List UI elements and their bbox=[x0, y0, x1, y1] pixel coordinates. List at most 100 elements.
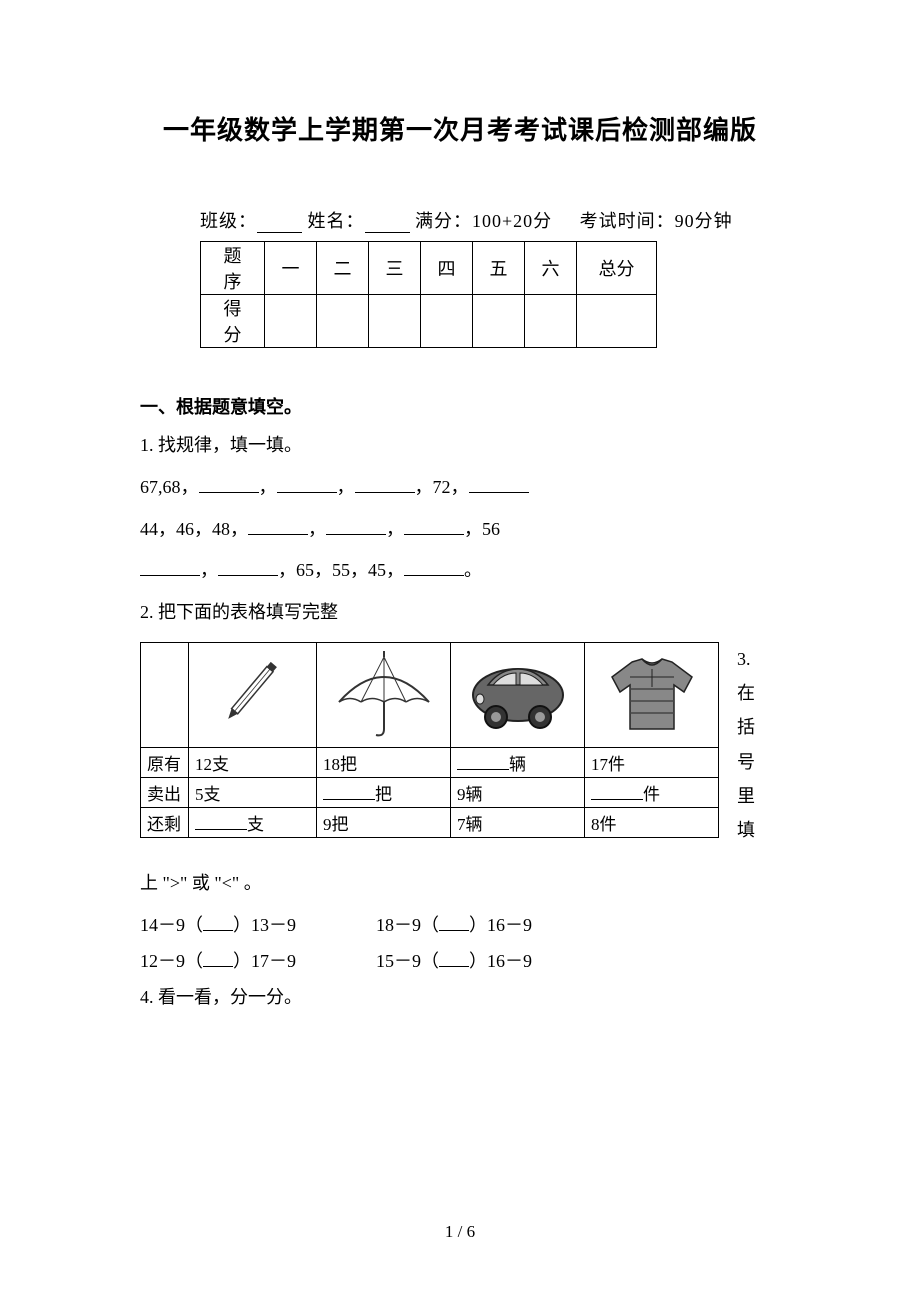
score-cell bbox=[473, 295, 525, 348]
compare-b: ）17－9 bbox=[233, 951, 296, 971]
empty-cell bbox=[141, 642, 189, 747]
blank bbox=[203, 914, 233, 931]
score-header-7: 总分 bbox=[577, 242, 657, 295]
page-title: 一年级数学上学期第一次月考考试课后检测部编版 bbox=[140, 110, 780, 147]
q1-l3-c: 。 bbox=[464, 560, 482, 580]
q1-l2-d: ，56 bbox=[464, 519, 500, 539]
compare-b: ）16－9 bbox=[469, 951, 532, 971]
compare-right: 18－9（ ）16－9 15－9（）16－9 bbox=[376, 907, 532, 979]
blank bbox=[439, 914, 469, 931]
blank bbox=[591, 783, 643, 800]
score-value: 100+20分 bbox=[472, 211, 552, 231]
blank bbox=[326, 517, 386, 535]
blank bbox=[195, 813, 247, 830]
name-label: 姓名： bbox=[308, 211, 365, 231]
compare-b: ）16－9 bbox=[469, 915, 532, 935]
side-char: 里 bbox=[737, 779, 755, 813]
q1-label: 1. 找规律，填一填。 bbox=[140, 427, 780, 465]
score-header-6: 六 bbox=[525, 242, 577, 295]
cell: 7辆 bbox=[451, 807, 585, 837]
suffix: 支 bbox=[247, 815, 264, 834]
compare-row: 12－9（ ）17－9 bbox=[140, 943, 296, 979]
umbrella-icon-cell bbox=[317, 642, 451, 747]
score-cell bbox=[421, 295, 473, 348]
side-char: 3. bbox=[737, 642, 755, 676]
class-blank bbox=[257, 213, 302, 233]
page-number: 1 / 6 bbox=[0, 1222, 920, 1242]
score-cell bbox=[525, 295, 577, 348]
q1-line3: ，，65，55，45，。 bbox=[140, 552, 780, 590]
cell: 辆 bbox=[451, 747, 585, 777]
time-label: 考试时间： bbox=[580, 211, 675, 231]
compare-left: 14－9（ ）13－9 12－9（ ）17－9 bbox=[140, 907, 296, 979]
blank bbox=[469, 475, 529, 493]
cell: 9把 bbox=[317, 807, 451, 837]
row-label: 还剩 bbox=[141, 807, 189, 837]
q1-l2-a: 44，46，48， bbox=[140, 519, 248, 539]
compare-b: ）13－9 bbox=[233, 915, 296, 935]
score-cell bbox=[369, 295, 421, 348]
compare-a: 18－9（ bbox=[376, 915, 439, 935]
q1-l1-b: ， bbox=[259, 477, 277, 497]
q1-l3-b: ，65，55，45， bbox=[278, 560, 404, 580]
blank bbox=[203, 950, 233, 967]
cell: 5支 bbox=[189, 777, 317, 807]
section1-heading: 一、根据题意填空。 bbox=[140, 393, 780, 419]
cell: 件 bbox=[585, 777, 719, 807]
cell: 支 bbox=[189, 807, 317, 837]
q4-label: 4. 看一看，分一分。 bbox=[140, 979, 780, 1017]
compare-row: 14－9（ ）13－9 bbox=[140, 907, 296, 943]
side-char: 括 bbox=[737, 710, 755, 744]
shirt-icon-cell bbox=[585, 642, 719, 747]
side-char: 在 bbox=[737, 676, 755, 710]
score-header-0: 题序 bbox=[201, 242, 265, 295]
row-label: 卖出 bbox=[141, 777, 189, 807]
compare-row: 15－9（）16－9 bbox=[376, 943, 532, 979]
name-blank bbox=[365, 213, 410, 233]
blank bbox=[457, 753, 509, 770]
suffix: 件 bbox=[643, 785, 660, 804]
umbrella-icon bbox=[324, 647, 444, 742]
q1-l1-c: ， bbox=[337, 477, 355, 497]
meta-line: 班级： 姓名： 满分：100+20分 考试时间：90分钟 bbox=[140, 207, 780, 233]
cell: 9辆 bbox=[451, 777, 585, 807]
score-row2-label: 得分 bbox=[201, 295, 265, 348]
suffix: 辆 bbox=[509, 755, 526, 774]
score-header-3: 三 bbox=[369, 242, 421, 295]
compare-a: 14－9（ bbox=[140, 915, 203, 935]
score-header-1: 一 bbox=[265, 242, 317, 295]
cell: 12支 bbox=[189, 747, 317, 777]
score-cell bbox=[577, 295, 657, 348]
cell: 8件 bbox=[585, 807, 719, 837]
blank bbox=[404, 558, 464, 576]
suffix: 把 bbox=[375, 785, 392, 804]
score-cell bbox=[265, 295, 317, 348]
side-char: 填 bbox=[737, 813, 755, 847]
item-table: 原有 12支 18把 辆 17件 卖出 5支 把 9辆 件 还剩 支 9把 7辆… bbox=[140, 642, 719, 838]
compare-wrap: 14－9（ ）13－9 12－9（ ）17－9 18－9（ ）16－9 15－9（）1… bbox=[140, 907, 780, 979]
blank bbox=[218, 558, 278, 576]
side-char: 号 bbox=[737, 745, 755, 779]
compare-a: 12－9（ bbox=[140, 951, 203, 971]
score-table: 题序 一 二 三 四 五 六 总分 得分 bbox=[200, 241, 657, 348]
blank bbox=[323, 783, 375, 800]
q2-wrapper: 原有 12支 18把 辆 17件 卖出 5支 把 9辆 件 还剩 支 9把 7辆… bbox=[140, 642, 780, 847]
q1-l2-c: ， bbox=[386, 519, 404, 539]
q1-l1-a: 67,68， bbox=[140, 477, 199, 497]
car-icon bbox=[458, 647, 578, 742]
car-icon-cell bbox=[451, 642, 585, 747]
score-cell bbox=[317, 295, 369, 348]
q1-line2: 44，46，48，，，，56 bbox=[140, 511, 780, 549]
q1-l1-d: ，72， bbox=[415, 477, 469, 497]
q3-continue: 上 ">" 或 "<" 。 bbox=[140, 865, 780, 903]
blank bbox=[248, 517, 308, 535]
class-label: 班级： bbox=[200, 211, 257, 231]
cell: 17件 bbox=[585, 747, 719, 777]
blank bbox=[277, 475, 337, 493]
q2-label: 2. 把下面的表格填写完整 bbox=[140, 594, 780, 632]
q1-line1: 67,68， ， ， ，72， bbox=[140, 469, 780, 507]
compare-row: 18－9（ ）16－9 bbox=[376, 907, 532, 943]
blank bbox=[140, 558, 200, 576]
cell: 18把 bbox=[317, 747, 451, 777]
blank bbox=[355, 475, 415, 493]
